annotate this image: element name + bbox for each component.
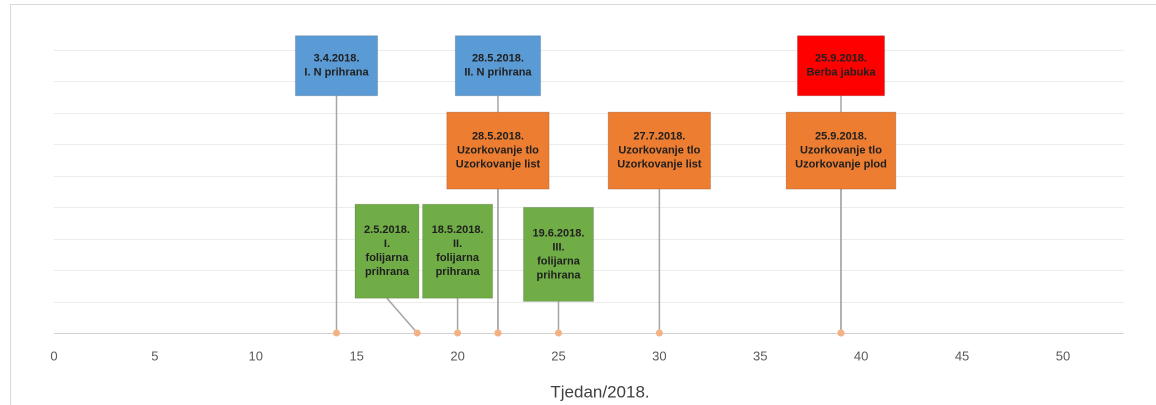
label-line: Uzorkovanje tlo [800, 145, 882, 157]
label-box [785, 111, 897, 190]
x-tick-label: 30 [652, 348, 666, 363]
label-line: Berba jabuka [806, 67, 876, 79]
label-line: Uzorkovanje tlo [618, 145, 700, 157]
event-label: 18.5.2018. II. folijarna prihrana [422, 203, 494, 299]
label-line: I. [384, 238, 390, 250]
label-box [607, 111, 712, 190]
label-line: Uzorkovanje tlo [457, 145, 539, 157]
event-label: 28.5.2018. II. N prihrana [454, 35, 542, 97]
label-line: 19.6.2018. [532, 227, 584, 239]
x-tick-label: 35 [753, 348, 767, 363]
leader-line [386, 297, 418, 334]
event-label: 3.4.2018. I. N prihrana [294, 35, 379, 97]
event-point [494, 329, 502, 337]
event-label: 27.7.2018. Uzorkovanje tlo Uzorkovanje lis… [607, 111, 712, 190]
x-tick-label: 45 [955, 348, 969, 363]
x-axis-label: Tjedan/2018. [550, 382, 649, 401]
x-tick-label: 5 [151, 348, 158, 363]
label-line: 28.5.2018. [472, 53, 524, 65]
labels: 3.4.2018. I. N prihrana 2.5.2018. I. folijar… [294, 35, 897, 302]
event-point [413, 329, 421, 337]
x-tick-label: 10 [249, 348, 263, 363]
points [333, 329, 845, 337]
event-label: 19.6.2018. III. folijarna prihrana [522, 206, 594, 302]
x-tick-label: 15 [349, 348, 363, 363]
x-tick-label: 20 [450, 348, 464, 363]
label-line: 25.9.2018. [815, 131, 867, 143]
event-point [655, 329, 663, 337]
label-line: II. [453, 238, 462, 250]
x-tick-label: 50 [1056, 348, 1070, 363]
label-line: prihrana [436, 266, 481, 278]
label-line: 27.7.2018. [633, 131, 685, 143]
x-tick-label: 25 [551, 348, 565, 363]
label-line: prihrana [536, 269, 581, 281]
label-box [522, 206, 594, 302]
chart-frame [10, 4, 1156, 405]
event-label: 28.5.2018. Uzorkovanje tlo Uzorkovanje lis… [446, 111, 550, 190]
label-line: Uzorkovanje list [456, 159, 541, 171]
label-box [354, 203, 420, 299]
label-line: 2.5.2018. [364, 224, 410, 236]
label-line: 18.5.2018. [432, 224, 484, 236]
event-point [554, 329, 562, 337]
event-label: 25.9.2018. Berba jabuka [796, 35, 886, 97]
event-point [333, 329, 341, 337]
label-box [294, 35, 379, 97]
label-line: folijarna [366, 252, 410, 264]
label-box [454, 35, 542, 97]
label-line: prihrana [365, 266, 410, 278]
label-line: folijarna [436, 252, 480, 264]
label-line: Uzorkovanje plod [795, 159, 887, 171]
event-label: 25.9.2018. Uzorkovanje tlo Uzorkovanje plo… [785, 111, 897, 190]
label-line: I. N prihrana [304, 67, 369, 79]
x-tick-label: 0 [50, 348, 57, 363]
label-line: 3.4.2018. [314, 53, 360, 65]
event-point [454, 329, 462, 337]
label-box [796, 35, 886, 97]
label-box [422, 203, 494, 299]
label-line: folijarna [537, 255, 581, 267]
label-box [446, 111, 550, 190]
event-label: 2.5.2018. I. folijarna prihrana [354, 203, 420, 299]
label-line: Uzorkovanje list [617, 159, 702, 171]
label-line: II. N prihrana [464, 67, 532, 79]
label-line: 28.5.2018. [472, 131, 524, 143]
label-line: 25.9.2018. [815, 53, 867, 65]
x-tick-label: 40 [854, 348, 868, 363]
event-point [837, 329, 845, 337]
label-line: III. [552, 241, 564, 253]
